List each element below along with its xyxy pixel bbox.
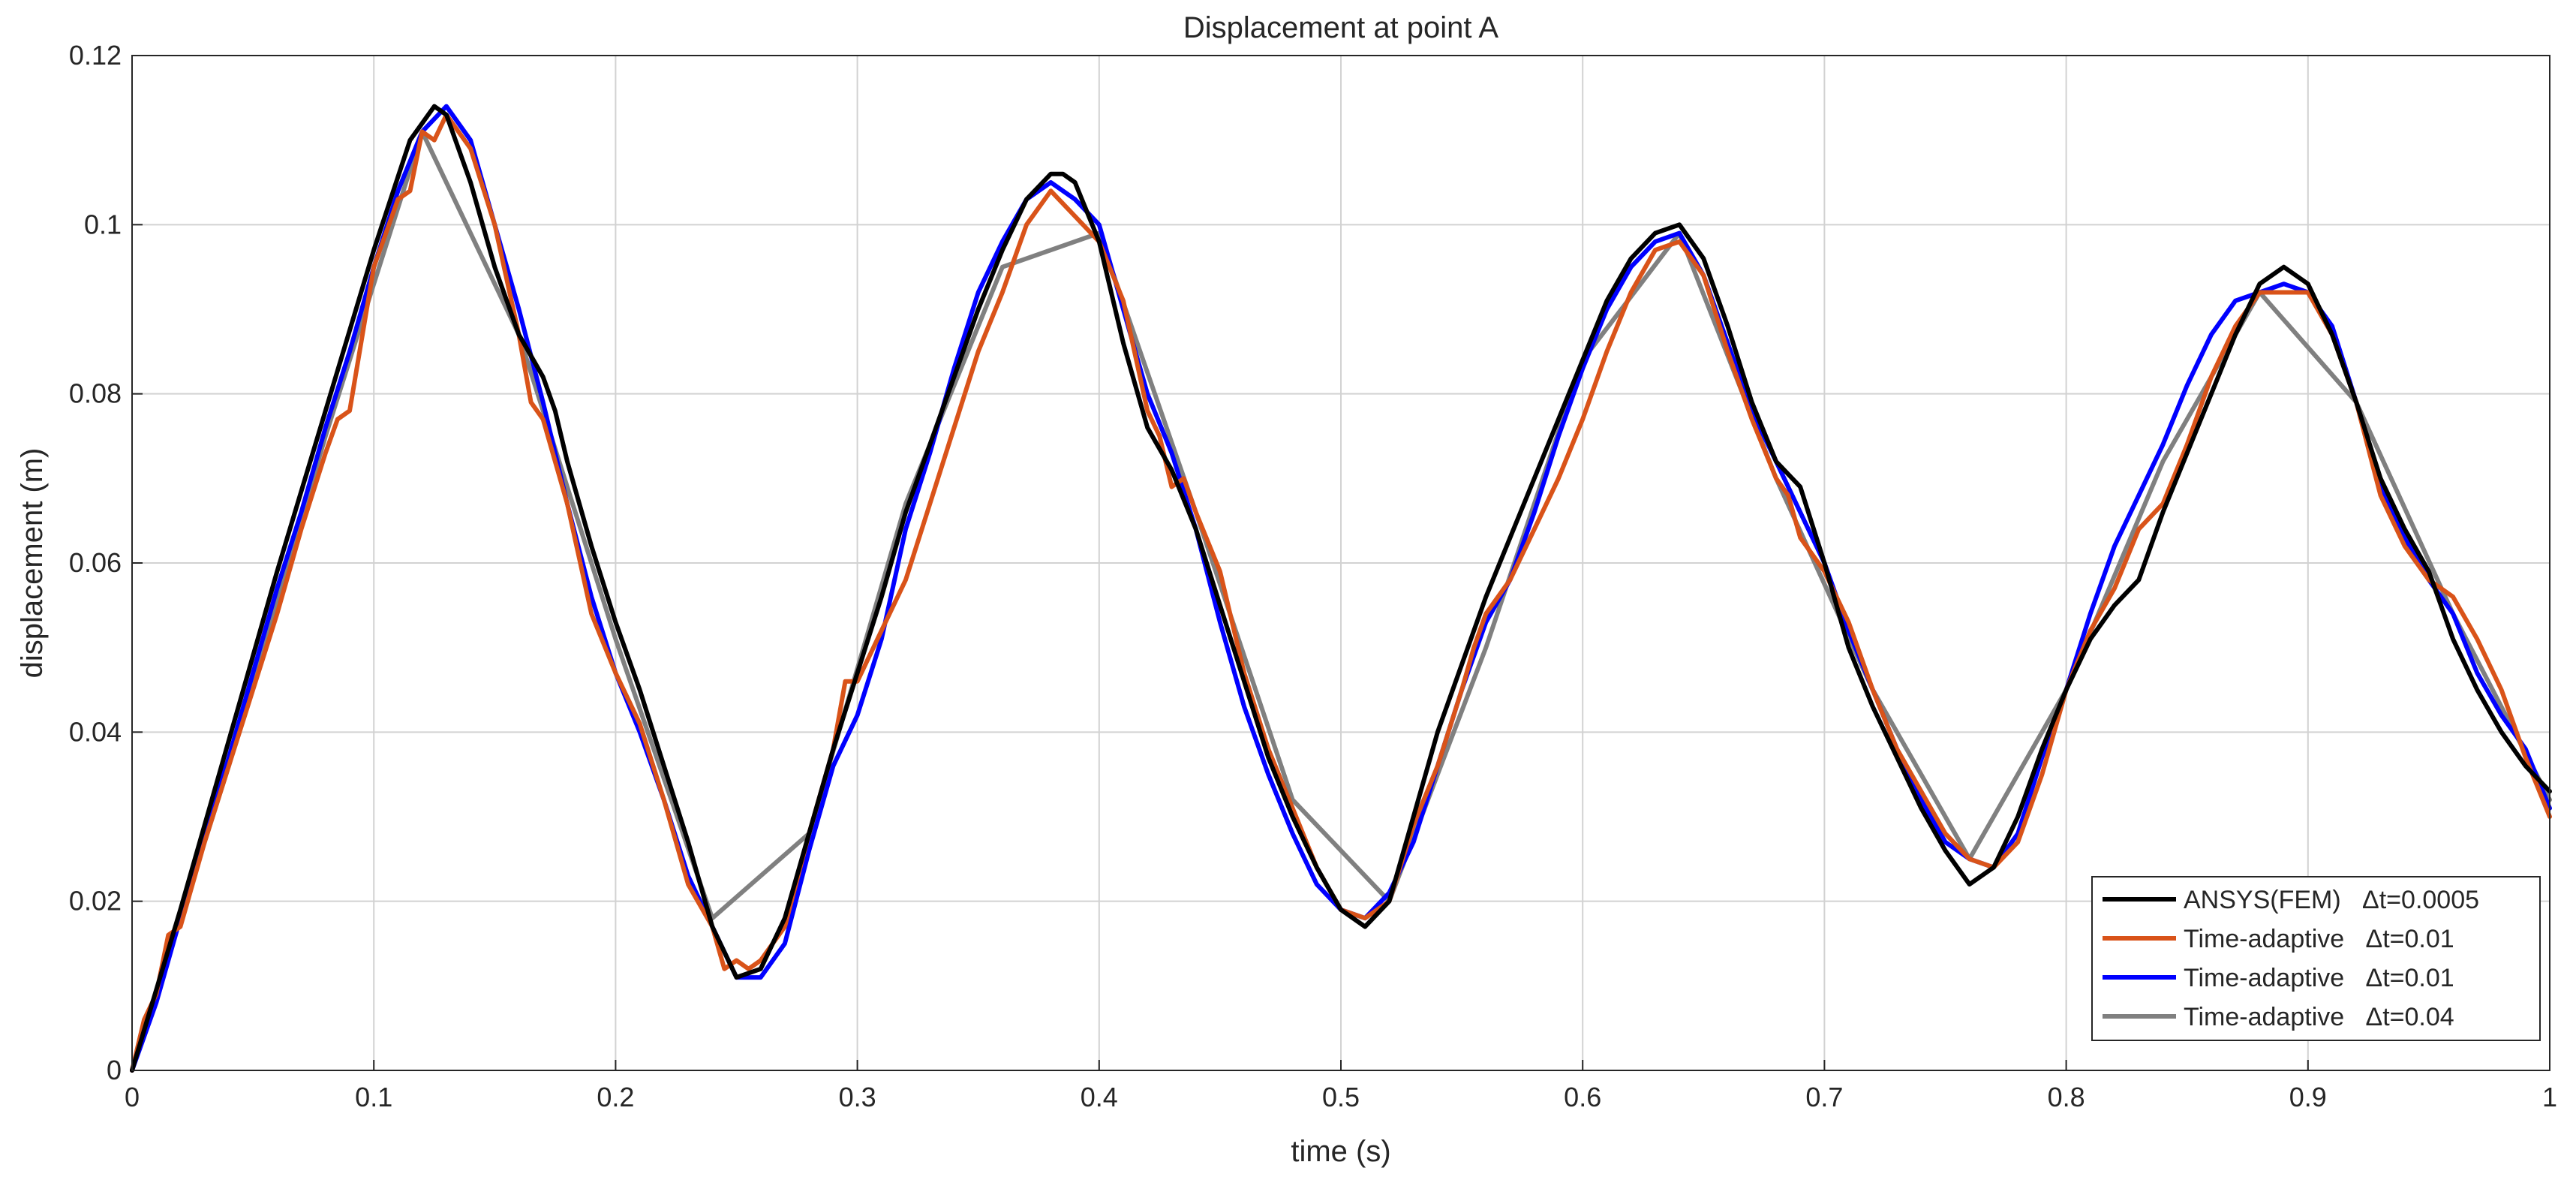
x-tick-label: 0.2 — [597, 1082, 634, 1112]
legend-box — [2091, 876, 2541, 1041]
legend-label: Time-adaptive Δt=0.01 — [2184, 964, 2454, 992]
x-tick-label: 0.4 — [1081, 1082, 1118, 1112]
x-axis-title: time (s) — [1291, 1135, 1390, 1168]
y-tick-label: 0.08 — [69, 378, 122, 409]
series-ansys-fem — [130, 104, 2552, 1073]
x-tick-label: 1 — [2542, 1082, 2557, 1112]
chart-title: Displacement at point A — [1183, 11, 1499, 44]
legend: ANSYS(FEM) Δt=0.0005 Time-adaptive Δt=0.0… — [2091, 876, 2541, 1041]
series-time-adaptive-coarse — [130, 129, 2552, 1073]
axis-ticks: 0 0.1 0.2 0.3 0.4 0.5 0.6 0.7 0.8 0.9 1 0 0.02 0.04 0.… — [69, 40, 2557, 1112]
x-tick-label: 0.5 — [1322, 1082, 1360, 1112]
legend-label: ANSYS(FEM) Δt=0.0005 — [2184, 886, 2479, 914]
x-tick-label: 0 — [125, 1082, 140, 1112]
legend-label: Time-adaptive Δt=0.01 — [2184, 925, 2454, 953]
series-lines — [130, 104, 2552, 1073]
legend-label: Time-adaptive Δt=0.04 — [2184, 1003, 2454, 1031]
y-tick-label: 0.02 — [69, 886, 122, 917]
x-tick-label: 0.8 — [2048, 1082, 2085, 1112]
y-tick-label: 0.04 — [69, 716, 122, 747]
x-tick-label: 0.7 — [1805, 1082, 1843, 1112]
x-tick-label: 0.6 — [1564, 1082, 1601, 1112]
x-tick-label: 0.3 — [839, 1082, 876, 1112]
series-time-adaptive-orange — [130, 112, 2552, 1073]
y-tick-label: 0 — [107, 1055, 122, 1085]
y-tick-label: 0.12 — [69, 40, 122, 71]
y-tick-label: 0.06 — [69, 547, 122, 578]
x-tick-label: 0.9 — [2289, 1082, 2327, 1112]
y-tick-label: 0.1 — [84, 209, 122, 239]
x-tick-label: 0.1 — [355, 1082, 392, 1112]
y-axis-title: displacement (m) — [16, 448, 49, 679]
